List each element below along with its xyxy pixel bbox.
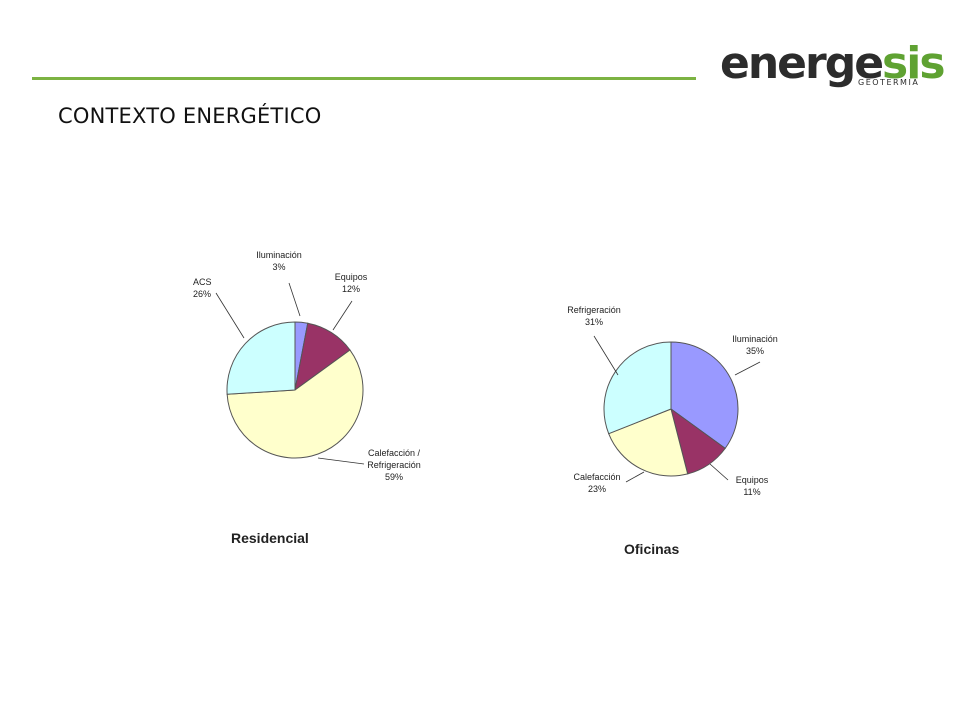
slice-name-label: Equipos [335,272,368,282]
slice-value-label: 26% [193,289,211,299]
slice-value-label: 31% [585,317,603,327]
leader-line [709,463,729,481]
energesis-logo: energesis GEOTERMIA [720,40,946,100]
slice-name-label: Refrigeración [567,305,621,315]
slice-value-label: 3% [272,262,285,272]
page-title: CONTEXTO ENERGÉTICO [58,104,322,128]
leader-line [734,361,761,376]
slice-name-label: Refrigeración [367,460,421,470]
chart-title: Oficinas [624,541,679,557]
slice-name-label: Iluminación [732,334,778,344]
pie-chart-oficinas: Iluminación 35% Equipos 11% Calefacción 23% Re… [567,305,778,557]
pie-slice [608,408,689,477]
slice-label: Equipos 12% [335,272,368,294]
logo-wordmark: energesis [720,42,946,86]
pie-slice [226,321,296,395]
leader-line [317,457,365,465]
slice-name-label: Iluminación [256,250,302,260]
slice-label: ACS 26% [193,277,212,299]
slice-value-label: 11% [743,487,760,497]
logo-word-dark: energe [720,38,884,89]
leader-line [215,292,245,339]
leader-line [593,335,619,376]
logo-subtitle: GEOTERMIA [858,78,920,87]
slice-label: Iluminación 35% [732,334,778,356]
slice-name-label: Calefacción [573,472,620,482]
slice-name-label: ACS [193,277,212,287]
pie-slice [226,349,364,459]
leader-line [288,282,301,317]
slice-name-label: Equipos [736,475,769,485]
slice-name-label: Calefacción / [368,448,421,458]
chart-title: Residencial [231,530,309,546]
slice-value-label: 59% [385,472,403,482]
slice-label: Calefacción / Refrigeración 59% [367,448,421,482]
slice-label: Calefacción 23% [573,472,620,494]
slice-value-label: 23% [588,484,606,494]
leader-line [625,471,645,483]
pie-chart-residencial: Iluminación 3% Equipos 12% Calefacción / Refr… [193,250,421,546]
slice-label: Equipos 11% [736,475,769,497]
slice-label: Iluminación 3% [256,250,302,272]
logo-word-green: sis [882,38,945,89]
pie-slice [670,341,739,450]
slice-label: Refrigeración 31% [567,305,621,327]
header-rule [32,77,696,80]
slice-value-label: 35% [746,346,764,356]
leader-line [332,300,353,331]
slice-value-label: 12% [342,284,360,294]
